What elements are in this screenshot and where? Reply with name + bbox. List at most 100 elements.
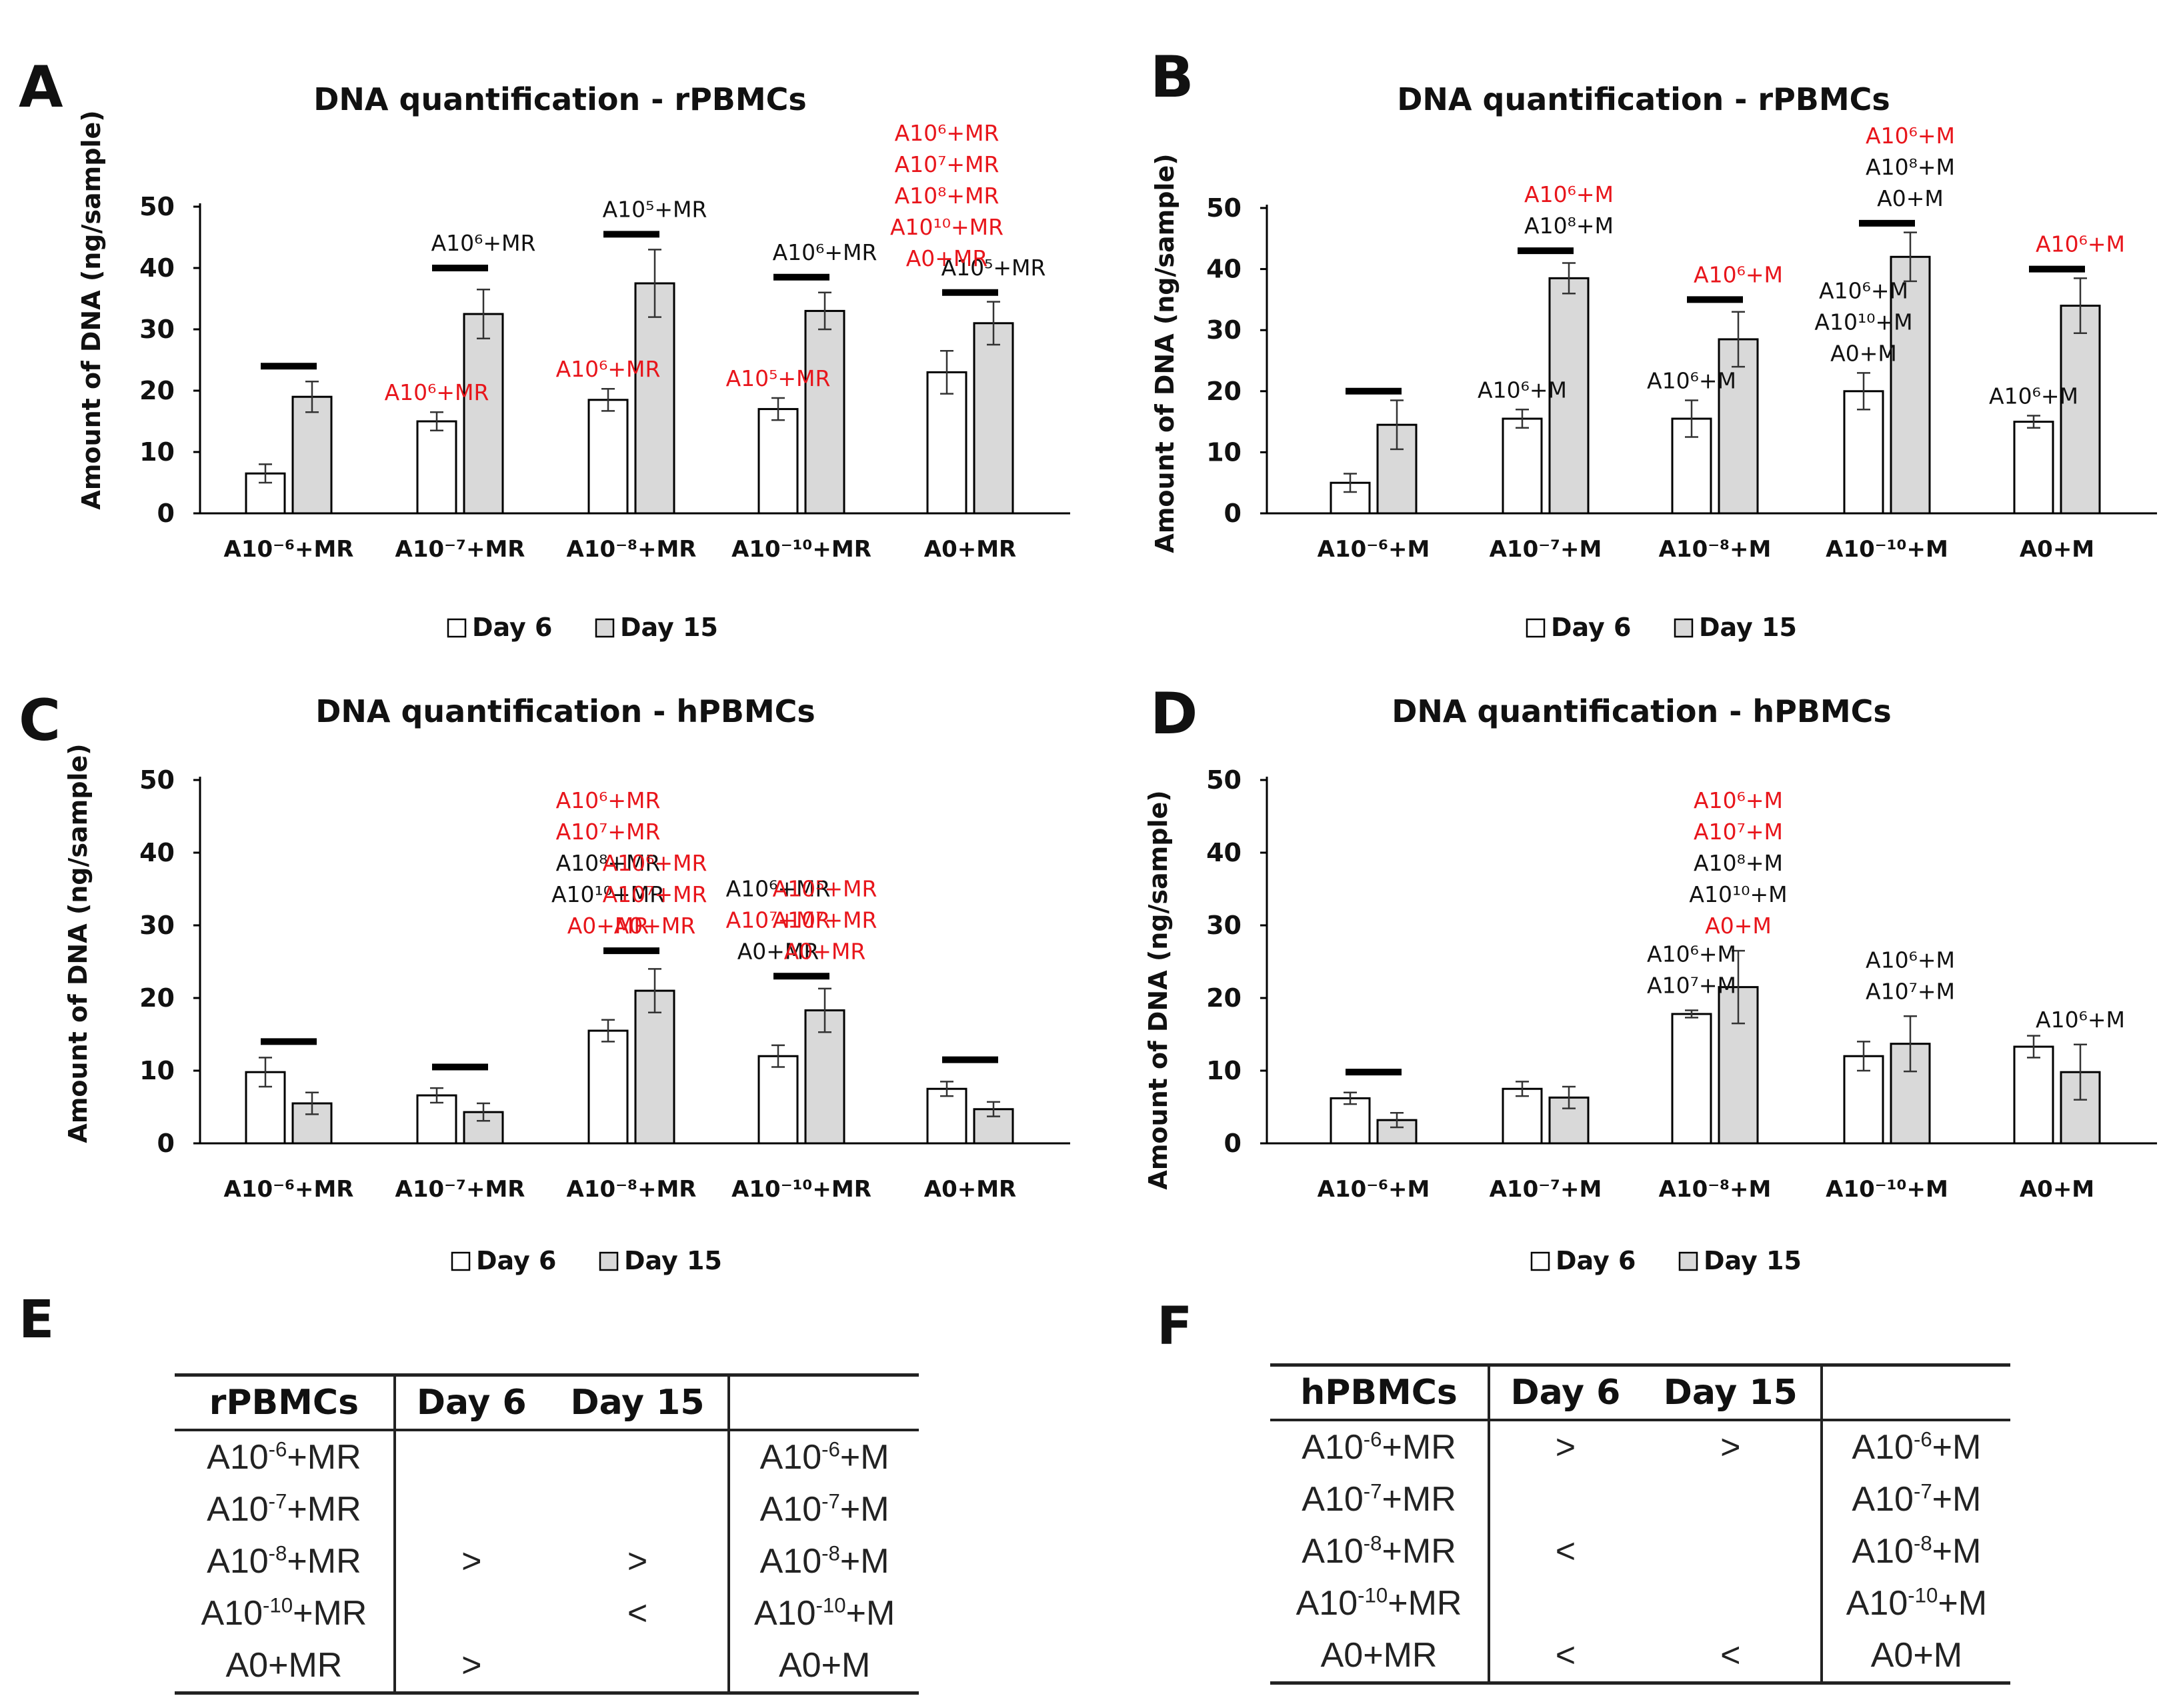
cell-exponent: -10 bbox=[1908, 1583, 1938, 1607]
cell-text: +MR bbox=[293, 1594, 367, 1633]
cell-day6 bbox=[1489, 1473, 1641, 1525]
cell-text: +M bbox=[845, 1594, 895, 1633]
significance-annotation: A10⁶+M bbox=[1524, 181, 1614, 207]
cell-exponent: -7 bbox=[1363, 1479, 1382, 1503]
cell-text: +M bbox=[839, 1490, 889, 1529]
significance-annotation: A10⁷+MR bbox=[726, 907, 831, 933]
cell-day15 bbox=[1640, 1577, 1823, 1629]
significance-annotation: A10⁶+M bbox=[1694, 787, 1783, 813]
cell-day6: > bbox=[461, 1542, 482, 1581]
bar-day6 bbox=[587, 1029, 629, 1145]
significance-annotation: A10⁸+M bbox=[1866, 154, 1955, 180]
x-tick-label: A10⁻¹⁰+MR bbox=[731, 536, 871, 563]
cell-text: +MR bbox=[1382, 1532, 1456, 1571]
cell-exponent: -6 bbox=[1913, 1427, 1932, 1451]
row-label-mr: A10-7+MR bbox=[175, 1483, 396, 1535]
cell-exponent: -8 bbox=[1913, 1531, 1932, 1555]
table-row: A10-7+MR A10-7+M bbox=[1270, 1473, 2010, 1525]
cell-text: A10 bbox=[759, 1542, 822, 1581]
significance-annotation: A0+MR bbox=[614, 913, 696, 939]
row-label-mr: A10-10+MR bbox=[1270, 1577, 1491, 1629]
bar-day15 bbox=[634, 282, 675, 515]
significance-annotation: A10⁶+MR bbox=[556, 356, 661, 382]
panel-label-f: F bbox=[1157, 1297, 1193, 1357]
significance-annotation: A10⁷+MR bbox=[895, 151, 999, 177]
x-tick-label: A10⁻⁷+MR bbox=[395, 536, 525, 563]
table-header-day: Day 6 bbox=[1489, 1363, 1641, 1421]
cell-day15 bbox=[547, 1430, 731, 1483]
cell-text: +MR bbox=[1382, 1480, 1456, 1519]
legend-swatch-day6 bbox=[1530, 1251, 1550, 1271]
significance-annotation: A10⁵+MR bbox=[726, 365, 831, 391]
bar-day6 bbox=[757, 1055, 799, 1145]
y-tick-label: 30 bbox=[1206, 911, 1242, 940]
row-label-m: A10-8+M bbox=[729, 1535, 919, 1587]
cell-day15: > bbox=[1640, 1420, 1823, 1473]
table-row: A10-10+MR < A10-10+M bbox=[175, 1587, 919, 1639]
row-label-mr: A10-8+MR bbox=[1270, 1525, 1491, 1577]
significance-annotation: A10⁷+M bbox=[1866, 978, 1955, 1004]
bar-day6 bbox=[416, 420, 457, 515]
cell-day6: < bbox=[1555, 1532, 1576, 1571]
bar-day15 bbox=[804, 309, 845, 515]
cell-exponent: -7 bbox=[268, 1489, 287, 1513]
x-tick-label: A10⁻⁸+M bbox=[1659, 1176, 1772, 1203]
table-row: A10-8+MR > > A10-8+M bbox=[175, 1535, 919, 1587]
cell-text: A0+MR bbox=[1320, 1636, 1438, 1675]
table-header-blank bbox=[1821, 1363, 2010, 1421]
bar-day15 bbox=[1376, 1119, 1418, 1145]
cell-text: A10 bbox=[207, 1438, 269, 1477]
panel-label: B bbox=[1150, 44, 1194, 111]
cell-text: +MR bbox=[1382, 1428, 1456, 1467]
bar-day6 bbox=[587, 399, 629, 515]
significance-annotation: A10⁶+M bbox=[1694, 261, 1783, 287]
row-label-mr: A0+MR bbox=[1270, 1629, 1491, 1685]
table-e: rPBMCs Day 6 Day 15 A10-6+MR A10-6+M A10-7+MR… bbox=[175, 1373, 919, 1695]
cell-day6 bbox=[395, 1587, 547, 1639]
significance-annotation: A10⁶+M bbox=[2036, 1007, 2125, 1033]
legend-label: Day 6 bbox=[1556, 1246, 1636, 1275]
bar-day6 bbox=[926, 1087, 967, 1145]
x-tick-label: A10⁻⁶+MR bbox=[224, 1176, 354, 1203]
cell-text: +M bbox=[839, 1438, 889, 1477]
legend-label: Day 6 bbox=[1551, 613, 1631, 642]
significance-annotation: A10⁷+MR bbox=[603, 881, 707, 907]
significance-annotation: A0+MR bbox=[737, 938, 819, 964]
y-tick-label: 30 bbox=[1206, 315, 1242, 345]
significance-annotation: A10⁶+MR bbox=[431, 230, 536, 256]
x-tick-label: A10⁻⁷+M bbox=[1490, 536, 1602, 563]
significance-annotation: A10¹⁰+MR bbox=[551, 881, 665, 907]
y-tick-label: 50 bbox=[1206, 765, 1242, 795]
bar-day15 bbox=[2060, 305, 2101, 515]
cell-day15 bbox=[547, 1639, 731, 1695]
cell-day15 bbox=[1640, 1525, 1823, 1577]
row-label-m: A0+M bbox=[1821, 1629, 2010, 1685]
significance-annotation: A10¹⁰+MR bbox=[890, 214, 1003, 240]
x-tick-label: A0+M bbox=[2020, 1176, 2094, 1203]
significance-annotation: A10⁶+M bbox=[2036, 231, 2125, 257]
table-row: A10-6+MR > > A10-6+M bbox=[1270, 1420, 2010, 1473]
cell-day15: < bbox=[1640, 1629, 1823, 1685]
cell-text: +M bbox=[1932, 1480, 1982, 1519]
cell-text: A10 bbox=[207, 1490, 269, 1529]
cell-day6: > bbox=[1555, 1428, 1576, 1467]
x-tick-label: A10⁻⁸+M bbox=[1659, 536, 1772, 563]
x-tick-label: A0+M bbox=[2020, 536, 2094, 563]
cell-text: A10 bbox=[753, 1594, 816, 1633]
bar-day6 bbox=[1502, 1087, 1543, 1145]
significance-annotation: A10⁶+M bbox=[1819, 277, 1908, 303]
significance-annotation: A10⁶+MR bbox=[726, 875, 831, 901]
significance-annotation: A10⁶+MR bbox=[773, 239, 877, 265]
significance-annotation: A10⁸+M bbox=[1524, 213, 1614, 239]
significance-annotation: A10⁶+M bbox=[1866, 123, 1955, 149]
significance-annotation: A10¹⁰+M bbox=[1814, 309, 1912, 335]
table-header-day: Day 15 bbox=[1640, 1363, 1823, 1421]
row-label-mr: A10-8+MR bbox=[175, 1535, 396, 1587]
bar-day15 bbox=[463, 313, 504, 515]
y-tick-label: 40 bbox=[139, 838, 175, 867]
x-tick-label: A10⁻¹⁰+MR bbox=[731, 1176, 871, 1203]
y-tick-label: 0 bbox=[157, 1129, 175, 1158]
table-row: A0+MR < < A0+M bbox=[1270, 1629, 2010, 1685]
panel-label: A bbox=[19, 54, 63, 121]
cell-text: A10 bbox=[1302, 1480, 1364, 1519]
